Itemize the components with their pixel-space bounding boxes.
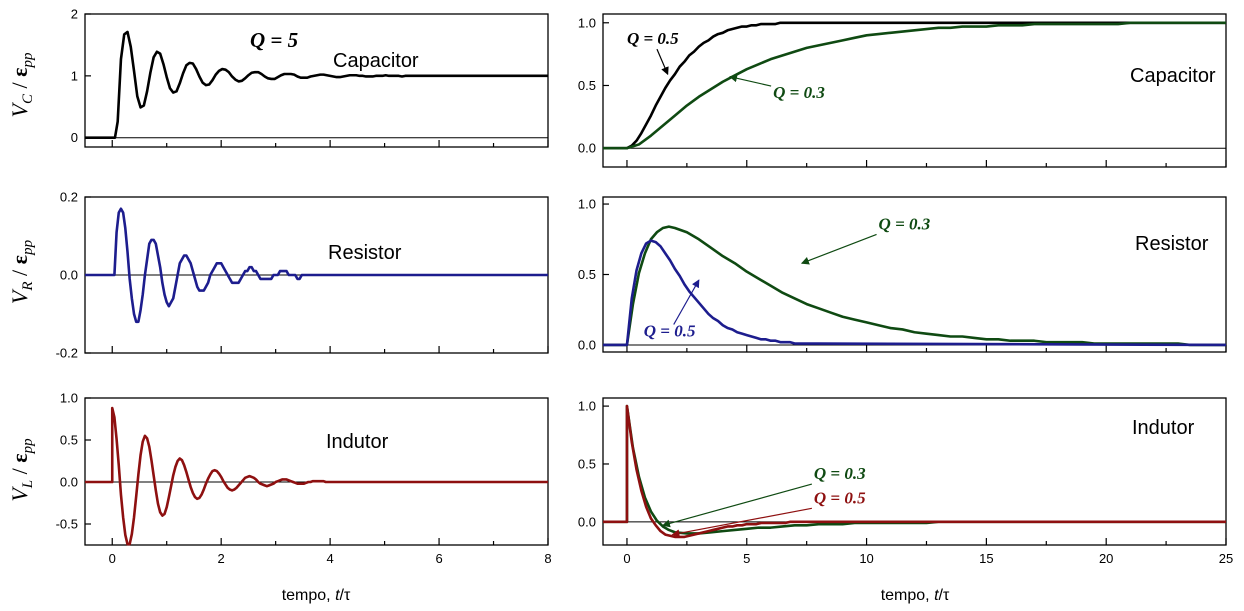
series-line [603,239,1227,347]
panel-left-bot: -0.5 0.0 0.5 1.0 0 2 4 6 8 [56,391,552,567]
panel-right-top: 0.0 0.5 1.0 Q = 0.5 Q = 0.3 [578,13,1227,168]
annotation-arrow [800,233,877,265]
annotation-arrow [729,74,772,87]
y-tick-label: 1.0 [578,197,596,212]
y-tick-label: 0.5 [578,267,596,282]
annotation-arrow [673,279,700,325]
x-tick-label: 4 [327,551,334,566]
y-tick-label: -0.2 [56,346,78,361]
y-tick-label: 0.0 [578,337,596,352]
x-axis-label-left: tempo, t/τ [282,587,351,604]
x-tick-label: 0 [623,551,630,566]
plot-frame [84,13,549,148]
panel-left-top: 0 1 2 [71,7,549,148]
x-tick-label: 8 [544,551,551,566]
y-axis-label-vr: VR / εpp [7,239,36,304]
annotation-arrow [661,483,813,528]
annotation-arrow [671,507,812,538]
y-tick-label: 1.0 [578,15,596,30]
y-tick-label: 1.0 [578,399,596,414]
plot-frame [602,397,1227,546]
x-tick-label: 25 [1219,551,1233,566]
series-line [603,21,1226,150]
y-tick-label: 0.2 [60,190,78,205]
x-tick-label: 6 [435,551,442,566]
x-tick-label: 5 [743,551,750,566]
x-tick-label: 0 [109,551,116,566]
panel-label-indutor: Indutor [1132,417,1195,439]
plot-frame [602,13,1227,168]
y-tick-label: 0.0 [578,141,596,156]
series-annotation: Q = 0.3 [814,464,866,483]
series-line [85,30,548,140]
series-line [603,404,1226,539]
y-axis-label-vc: VC / εpp [7,52,36,118]
plot-frame [84,397,549,546]
series-annotation: Q = 0.5 [627,29,679,48]
series-annotation: Q = 0.5 [814,488,866,507]
q-value-label: Q = 5 [250,28,298,52]
y-tick-label: 0.5 [578,456,596,471]
x-tick-label: 20 [1099,551,1113,566]
y-axis-label-vl: VL / εpp [7,438,36,502]
y-tick-label: 2 [71,7,78,22]
panel-label-capacitor: Capacitor [1130,65,1216,87]
y-tick-label: 0.0 [60,268,78,283]
annotation-arrow [656,48,669,76]
x-tick-label: 2 [218,551,225,566]
y-tick-label: 0.0 [578,514,596,529]
y-tick-label: 1.0 [60,391,78,406]
y-tick-label: 0.5 [60,433,78,448]
panel-label-resistor: Resistor [1135,233,1209,255]
series-line [603,225,1226,347]
series-annotation: Q = 0.3 [879,214,931,233]
panel-right-bot: 0.0 0.5 1.0 0 5 10 15 20 25 Q = 0.3 Q = 0.5 [578,397,1233,566]
series-line [85,406,548,546]
x-axis-label-right: tempo, t/τ [881,587,950,604]
y-tick-label: 0.5 [578,78,596,93]
panel-right-mid: 0.0 0.5 1.0 Q = 0.3 Q = 0.5 [578,196,1227,353]
series-annotation: Q = 0.5 [644,322,696,341]
series-line [603,21,1226,150]
panel-label-capacitor: Capacitor [333,50,419,72]
x-tick-label: 15 [979,551,993,566]
series-annotation: Q = 0.3 [773,83,825,102]
series-line [85,207,548,324]
panel-label-indutor: Indutor [326,431,389,453]
x-tick-label: 10 [859,551,873,566]
y-tick-label: 0 [71,130,78,145]
y-tick-label: 0.0 [60,475,78,490]
y-tick-label: 1 [71,68,78,83]
panel-left-mid: -0.2 0.0 0.2 [56,190,549,361]
y-tick-label: -0.5 [56,517,78,532]
panel-label-resistor: Resistor [328,242,402,264]
